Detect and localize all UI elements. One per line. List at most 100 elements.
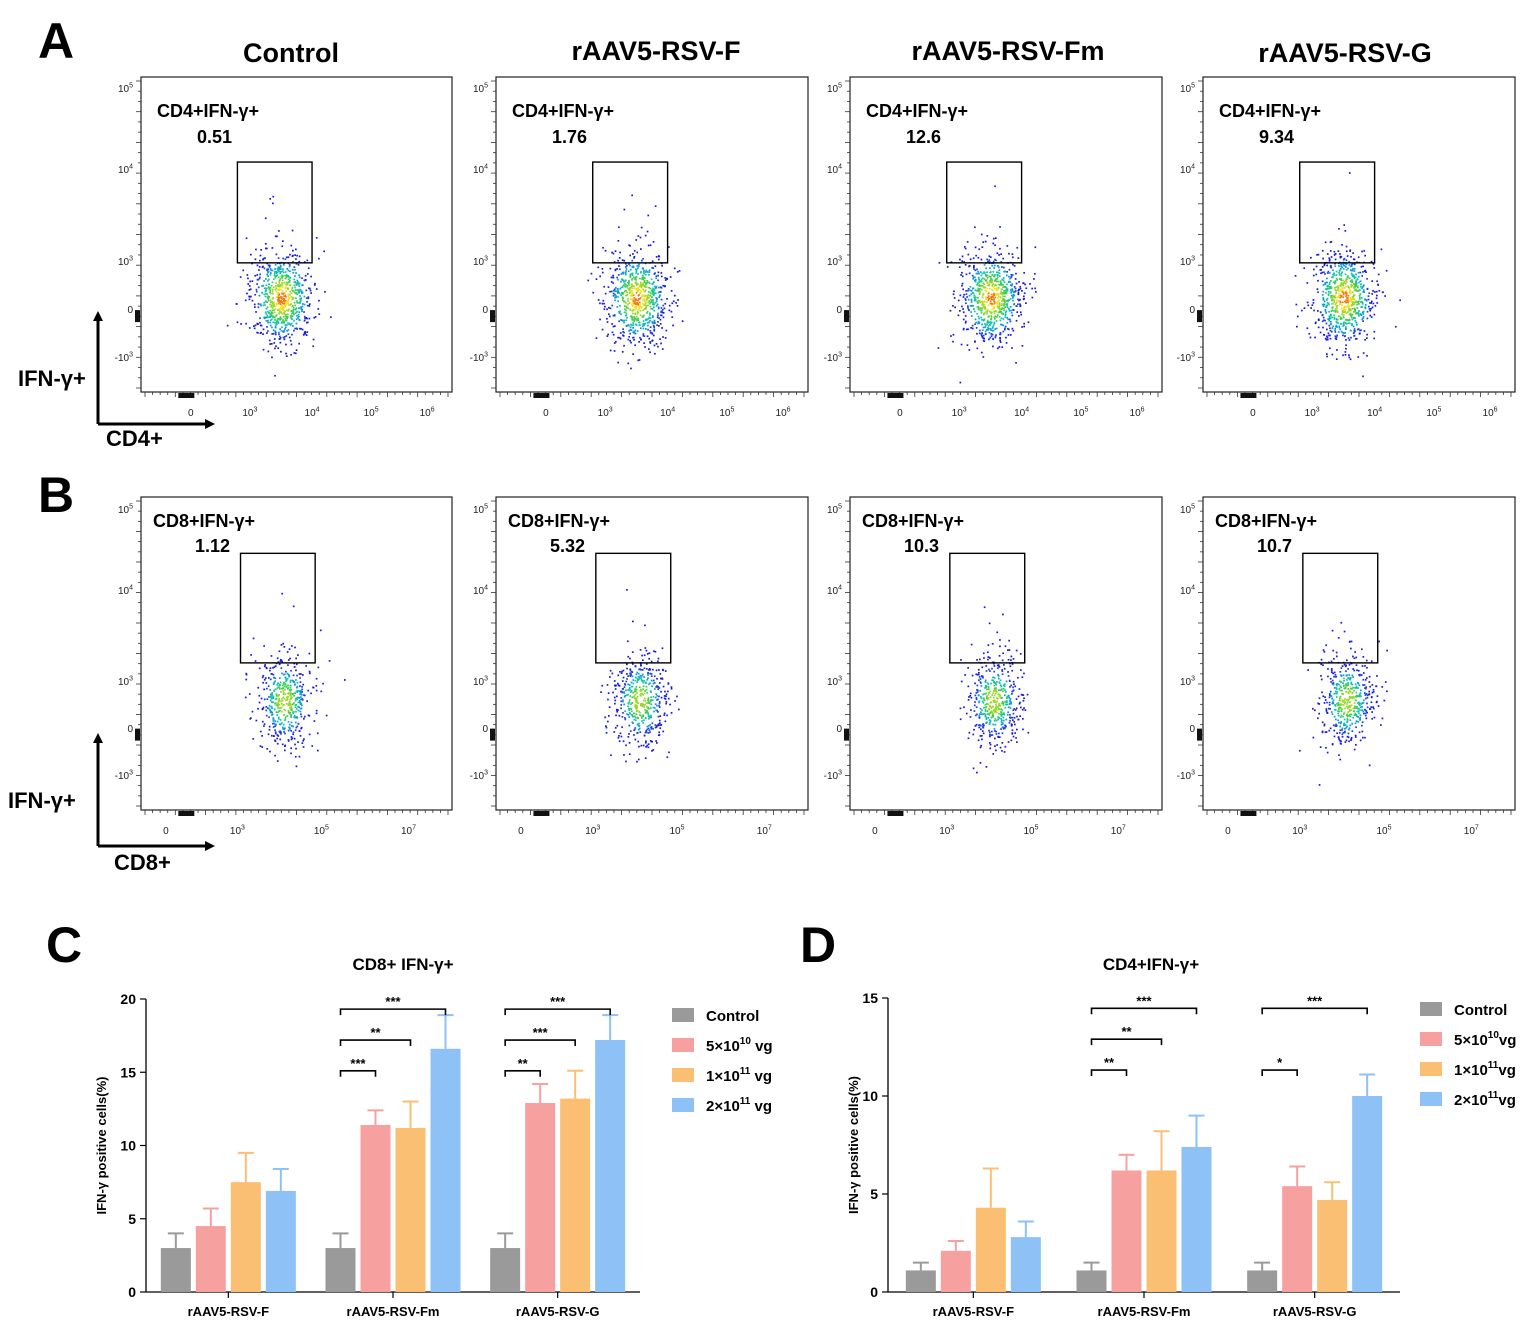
flow-axis-ticks xyxy=(1198,80,1512,397)
flow-x-tick-label: 103 xyxy=(1305,407,1320,420)
y-tick-label: 10 xyxy=(120,1138,136,1154)
bar xyxy=(1317,1199,1348,1292)
flow-plot-a-3: 105 104 103 0 -103 0 103 104 105 106 CD4+IFN-γ+ 12.… xyxy=(824,76,1163,419)
flow-zero-mark-y xyxy=(844,728,849,741)
significance-label: ** xyxy=(1121,1024,1132,1039)
column-title-control: Control xyxy=(243,38,339,68)
flow-y-tick-label: 103 xyxy=(1180,256,1195,269)
legend-entry: 1×1011vg xyxy=(1420,1060,1516,1079)
significance-bracket: ** xyxy=(1090,1055,1128,1077)
flow-y-tick-label: 103 xyxy=(118,676,133,689)
legend-entry: 5×1010vg xyxy=(1420,1030,1516,1049)
legend-entry: 2×1011vg xyxy=(1420,1090,1516,1109)
flow-zero-mark-y xyxy=(490,310,495,323)
legend-label: 2×1011 vg xyxy=(706,1096,772,1115)
flow-gate xyxy=(592,161,669,264)
legend-entry: 5×1010 vg xyxy=(672,1036,773,1055)
flow-x-tick-label: 103 xyxy=(598,407,613,420)
flow-gate-value: 9.34 xyxy=(1259,127,1294,147)
flow-y-tick-label: -103 xyxy=(115,770,133,783)
flow-event-dots xyxy=(244,592,346,768)
flow-gate xyxy=(239,552,316,664)
flow-x-tick-label: 106 xyxy=(1483,407,1498,420)
flow-axis-arrows-a xyxy=(93,311,215,429)
x-tick-label: rAAV5-RSV-G xyxy=(516,1304,600,1319)
flow-gate xyxy=(1299,161,1376,264)
flow-y-tick-label: 105 xyxy=(473,83,488,96)
bar xyxy=(195,1226,226,1292)
chart-title: CD8+ IFN-γ+ xyxy=(352,955,453,974)
y-tick-label: 5 xyxy=(128,1211,136,1227)
flow-gate-label: CD4+IFN-γ+ xyxy=(866,101,968,121)
flow-x-tick-label: 106 xyxy=(420,407,435,420)
significance-label: *** xyxy=(550,994,566,1009)
bar xyxy=(360,1124,391,1292)
significance-label: ** xyxy=(370,1025,381,1040)
significance-bracket: *** xyxy=(1090,993,1198,1015)
significance-bracket: *** xyxy=(339,1056,377,1077)
flow-y-tick-label: 105 xyxy=(118,83,133,96)
flow-axis-ticks xyxy=(845,80,1159,397)
flow-gate-value: 5.32 xyxy=(550,536,585,556)
flow-y-tick-label: -103 xyxy=(470,770,488,783)
flow-plot-b-1: 105 104 103 0 -103 0 103 105 107 CD8+IFN-γ+ 1.12 xyxy=(115,496,453,838)
flow-gate-label: CD8+IFN-γ+ xyxy=(508,511,610,531)
flow-gate-label: CD8+IFN-γ+ xyxy=(1215,511,1317,531)
flow-event-dots xyxy=(937,185,1037,384)
flow-zero-mark-y xyxy=(1197,310,1202,323)
flow-gate-label: CD4+IFN-γ+ xyxy=(1219,101,1321,121)
flow-plot-b-4: 105 104 103 0 -103 0 103 105 107 CD8+IFN-γ+ 10.7 xyxy=(1177,496,1516,838)
flow-gate xyxy=(1302,552,1379,664)
flow-x-tick-label: 105 xyxy=(364,407,379,420)
bar xyxy=(1352,1096,1383,1292)
significance-bracket: ** xyxy=(339,1025,412,1047)
flow-zero-mark-x xyxy=(1240,393,1257,398)
flow-x-tick-label: 107 xyxy=(757,825,772,838)
significance-bracket: *** xyxy=(1261,993,1368,1015)
legend-label: 5×1010 vg xyxy=(706,1036,773,1055)
column-title-rsv-fm: rAAV5-RSV-Fm xyxy=(911,36,1104,66)
flow-x-tick-label: 105 xyxy=(1426,407,1441,420)
flow-axis-ticks xyxy=(136,500,449,815)
flow-x-tick-label: 105 xyxy=(1023,825,1038,838)
legend-entry: Control xyxy=(1420,1002,1507,1019)
flow-axis-ticks xyxy=(491,80,805,397)
flow-gate-value: 1.76 xyxy=(552,127,587,147)
legend-label: Control xyxy=(1454,1002,1507,1019)
flow-gate xyxy=(949,552,1026,664)
legend-label: 1×1011 vg xyxy=(706,1066,772,1085)
flow-plot-b-2: 105 104 103 0 -103 0 103 105 107 CD8+IFN-γ+ 5.32 xyxy=(470,496,809,838)
flow-x-tick-label: 103 xyxy=(1292,825,1307,838)
bar xyxy=(265,1190,296,1292)
flow-y-tick-label: 0 xyxy=(836,724,842,735)
flow-y-tick-label: 104 xyxy=(827,164,842,177)
flow-y-tick-label: 105 xyxy=(827,504,842,517)
bar xyxy=(325,1248,356,1292)
flow-zero-mark-y xyxy=(490,728,495,741)
flow-zero-mark-y xyxy=(844,310,849,323)
flow-xlabel-b: CD8+ xyxy=(114,850,171,875)
flow-zero-mark-x xyxy=(887,811,904,816)
y-axis-label: IFN-γ positive cells(%) xyxy=(94,1077,109,1215)
flow-y-tick-label: -103 xyxy=(115,352,133,365)
significance-bracket: * xyxy=(1261,1055,1298,1077)
significance-label: * xyxy=(1277,1055,1283,1070)
flow-plot-a-2: 105 104 103 0 -103 0 103 104 105 106 CD4+IFN-γ+ 1.7… xyxy=(470,76,809,420)
flow-ylabel-a: IFN-γ+ xyxy=(18,366,86,391)
bar xyxy=(940,1250,971,1292)
bar xyxy=(525,1103,556,1292)
flow-y-tick-label: 104 xyxy=(118,164,133,177)
flow-gate xyxy=(236,161,313,264)
flow-x-tick-label: 107 xyxy=(401,825,416,838)
flow-zero-mark-y xyxy=(1197,728,1202,741)
flow-gate-value: 12.6 xyxy=(906,127,941,147)
flow-x-tick-label: 107 xyxy=(1464,825,1479,838)
flow-x-tick-label: 103 xyxy=(230,825,245,838)
flow-zero-mark-x xyxy=(1240,811,1257,816)
y-tick-label: 0 xyxy=(870,1284,878,1300)
flow-y-tick-label: 0 xyxy=(836,305,842,316)
flow-x-tick-label: 104 xyxy=(660,407,675,420)
flow-event-dots xyxy=(1294,172,1401,378)
bar xyxy=(160,1248,191,1292)
significance-bracket: ** xyxy=(1090,1024,1163,1046)
